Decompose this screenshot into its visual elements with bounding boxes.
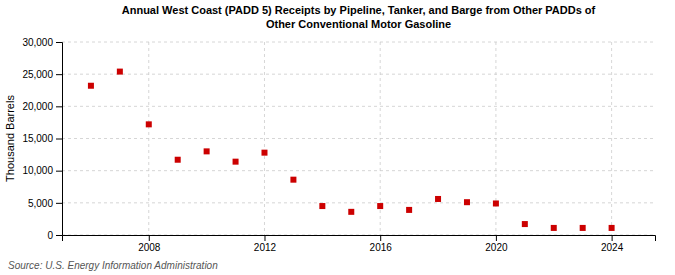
y-tick-label: 15,000 <box>22 133 53 144</box>
y-axis-title: Thousand Barrels <box>4 95 16 182</box>
x-tick: 2016 <box>370 235 393 253</box>
point <box>464 199 470 205</box>
x-tick-label: 2020 <box>485 242 508 253</box>
grid-line-x <box>611 42 612 235</box>
point <box>609 225 615 231</box>
x-axis-line <box>63 236 656 242</box>
y-axis-line <box>56 43 63 236</box>
point <box>88 83 94 89</box>
grid-line-y <box>62 106 655 107</box>
point <box>261 150 267 156</box>
point <box>406 207 412 213</box>
x-tick-mark <box>496 235 497 241</box>
y-tick-label: 5,000 <box>28 198 53 209</box>
x-tick-mark <box>149 235 150 241</box>
point <box>377 203 383 209</box>
y-tick: 15,000 <box>22 133 62 144</box>
grid-line-y <box>62 202 655 203</box>
y-tick-mark <box>56 235 62 236</box>
y-tick-label: 0 <box>47 230 53 241</box>
point <box>319 203 325 209</box>
point <box>522 221 528 227</box>
x-tick-mark <box>612 235 613 241</box>
x-tick: 2012 <box>254 235 277 253</box>
y-tick-label: 20,000 <box>22 101 53 112</box>
point <box>348 209 354 215</box>
grid-line-x <box>264 42 265 235</box>
x-axis: 2008 2012 2016 2020 2024 <box>63 235 656 253</box>
y-tick: 30,000 <box>22 37 62 48</box>
grid-line-y <box>62 138 655 139</box>
data-points <box>88 69 615 231</box>
point <box>493 200 499 206</box>
point <box>435 196 441 202</box>
y-tick-mark <box>56 42 62 43</box>
title: Annual West Coast (PADD 5) Receipts by P… <box>122 4 596 30</box>
x-tick-label: 2024 <box>601 242 624 253</box>
x-tick-mark <box>380 235 381 241</box>
plot-area: 2008 2012 2016 2020 2024 0 5,000 10,000 15,000 20… <box>22 37 655 253</box>
point <box>175 157 181 163</box>
source-note: Source: U.S. Energy Information Administ… <box>8 260 218 271</box>
point <box>233 159 239 165</box>
point <box>551 225 557 231</box>
y-tick-label: 10,000 <box>22 165 53 176</box>
y-tick-mark <box>56 139 62 140</box>
y-tick: 0 <box>47 230 62 241</box>
chart: 2008 2012 2016 2020 2024 0 5,000 10,000 15,000 20… <box>0 0 675 275</box>
point <box>117 69 123 75</box>
x-tick: 2020 <box>485 235 508 253</box>
x-tick: 2008 <box>138 235 161 253</box>
y-tick: 5,000 <box>28 198 62 209</box>
x-tick: 2024 <box>601 235 624 253</box>
grid-line-y <box>62 170 655 171</box>
grid-line-y <box>62 74 655 75</box>
x-tick-mark <box>264 235 265 241</box>
y-tick-mark <box>56 74 62 75</box>
grid-line-y <box>62 42 655 43</box>
y-tick-label: 25,000 <box>22 69 53 80</box>
point <box>580 225 586 231</box>
y-tick-mark <box>56 106 62 107</box>
y-tick-label: 30,000 <box>22 37 53 48</box>
x-tick-label: 2012 <box>254 242 277 253</box>
y-axis: 0 5,000 10,000 15,000 20,000 25,000 30,000 <box>22 37 62 241</box>
point <box>204 148 210 154</box>
x-tick-label: 2016 <box>370 242 393 253</box>
y-tick-mark <box>56 171 62 172</box>
y-tick: 25,000 <box>22 69 62 80</box>
y-tick: 20,000 <box>22 101 62 112</box>
grid <box>62 42 655 235</box>
x-tick-label: 2008 <box>138 242 161 253</box>
point <box>146 121 152 127</box>
y-tick-mark <box>56 203 62 204</box>
point <box>290 177 296 183</box>
y-tick: 10,000 <box>22 165 62 176</box>
